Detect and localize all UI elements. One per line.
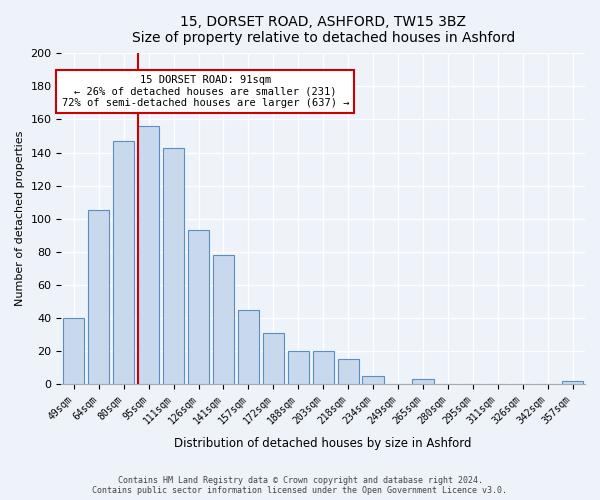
- Bar: [163, 148, 184, 384]
- Text: 15 DORSET ROAD: 91sqm
← 26% of detached houses are smaller (231)
72% of semi-det: 15 DORSET ROAD: 91sqm ← 26% of detached …: [62, 75, 349, 108]
- Bar: [238, 310, 259, 384]
- Y-axis label: Number of detached properties: Number of detached properties: [15, 131, 25, 306]
- Title: 15, DORSET ROAD, ASHFORD, TW15 3BZ
Size of property relative to detached houses : 15, DORSET ROAD, ASHFORD, TW15 3BZ Size …: [131, 15, 515, 45]
- Bar: [287, 351, 309, 384]
- Bar: [138, 126, 159, 384]
- Bar: [263, 333, 284, 384]
- Bar: [562, 381, 583, 384]
- X-axis label: Distribution of detached houses by size in Ashford: Distribution of detached houses by size …: [175, 437, 472, 450]
- Bar: [313, 351, 334, 384]
- Bar: [338, 360, 359, 384]
- Bar: [362, 376, 383, 384]
- Bar: [188, 230, 209, 384]
- Text: Contains HM Land Registry data © Crown copyright and database right 2024.
Contai: Contains HM Land Registry data © Crown c…: [92, 476, 508, 495]
- Bar: [88, 210, 109, 384]
- Bar: [412, 379, 434, 384]
- Bar: [63, 318, 85, 384]
- Bar: [113, 141, 134, 384]
- Bar: [213, 255, 234, 384]
